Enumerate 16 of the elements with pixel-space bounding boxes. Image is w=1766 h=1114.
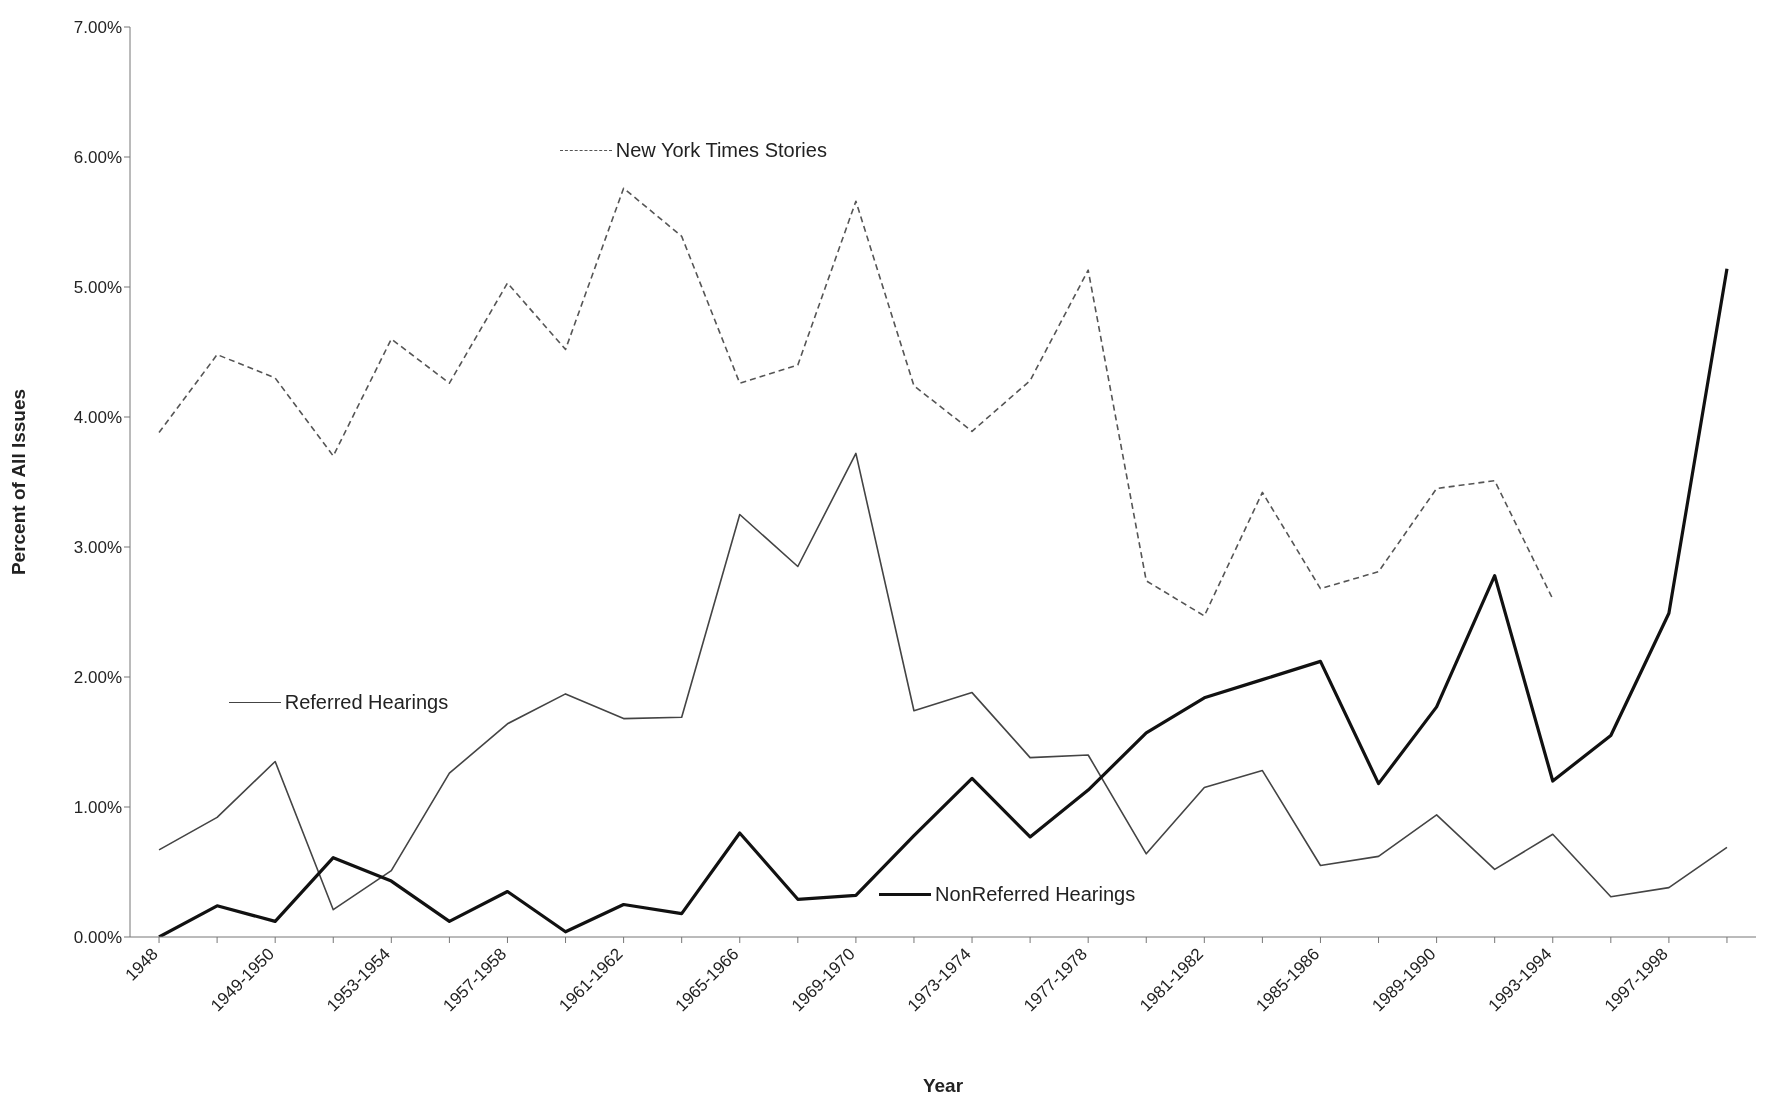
y-tick-label: 0.00% — [73, 928, 122, 948]
line-series — [157, 267, 1729, 937]
y-tick-label: 1.00% — [73, 798, 122, 818]
legend-label: Referred Hearings — [284, 691, 449, 714]
line-series — [158, 187, 1554, 617]
line-series — [158, 452, 1728, 911]
y-tick-label: 6.00% — [73, 148, 122, 168]
legend-label: New York Times Stories — [615, 138, 827, 162]
y-tick-label: 7.00% — [73, 18, 122, 38]
y-tick-label: 2.00% — [73, 668, 122, 688]
y-axis-title: Percent of All Issues — [7, 388, 29, 576]
x-axis-title: Year — [922, 1075, 964, 1096]
legend-label: NonReferred Hearings — [935, 883, 1136, 907]
y-tick-label: 3.00% — [73, 538, 122, 558]
y-tick-label: 4.00% — [73, 408, 122, 428]
y-tick-label: 5.00% — [73, 278, 122, 298]
